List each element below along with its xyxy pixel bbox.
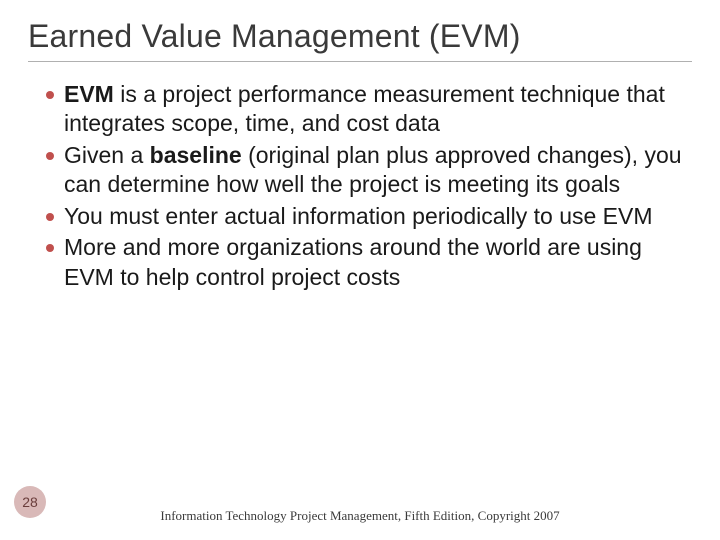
bullet-icon	[46, 91, 54, 99]
bullet-list: EVM is a project performance measurement…	[28, 80, 692, 292]
bullet-icon	[46, 213, 54, 221]
footer-text: Information Technology Project Managemen…	[0, 508, 720, 524]
list-item: More and more organizations around the w…	[46, 233, 684, 292]
bullet-text: You must enter actual information period…	[64, 202, 653, 231]
bullet-text: Given a baseline (original plan plus app…	[64, 141, 684, 200]
list-item: EVM is a project performance measurement…	[46, 80, 684, 139]
bullet-icon	[46, 244, 54, 252]
slide-title: Earned Value Management (EVM)	[28, 18, 692, 62]
list-item: Given a baseline (original plan plus app…	[46, 141, 684, 200]
list-item: You must enter actual information period…	[46, 202, 684, 231]
slide: Earned Value Management (EVM) EVM is a p…	[0, 0, 720, 540]
bullet-text: EVM is a project performance measurement…	[64, 80, 684, 139]
bullet-text: More and more organizations around the w…	[64, 233, 684, 292]
bullet-icon	[46, 152, 54, 160]
